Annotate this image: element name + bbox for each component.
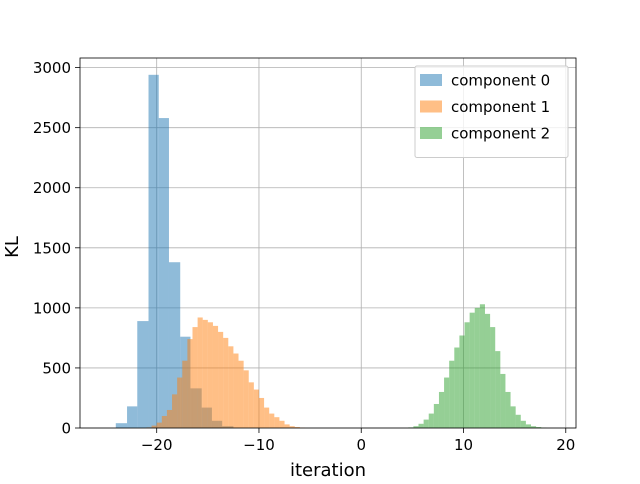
y-tick-label: 0 <box>61 420 71 438</box>
histogram-bar <box>526 424 531 428</box>
histogram-bar <box>429 414 434 428</box>
histogram-bar <box>182 361 187 428</box>
histogram-bar <box>264 408 269 428</box>
legend-label: component 0 <box>451 72 550 90</box>
histogram-bar <box>137 321 148 428</box>
histogram-bar <box>434 404 439 428</box>
x-tick-label: −10 <box>243 436 275 454</box>
histogram-bar <box>511 406 516 428</box>
histogram-bar <box>127 406 137 428</box>
x-axis-label: iteration <box>290 460 366 480</box>
y-tick-label: 2500 <box>33 119 71 137</box>
histogram-bar <box>159 118 169 428</box>
y-tick-label: 500 <box>42 359 71 377</box>
histogram-bar <box>505 392 510 428</box>
legend-swatch <box>420 74 442 86</box>
y-axis-ticks: 0 500 1000 1500 2000 2500 3000 <box>33 59 80 437</box>
histogram-bar <box>167 410 172 428</box>
histogram-bar <box>490 327 495 428</box>
histogram-bar <box>249 382 254 428</box>
x-tick-label: 10 <box>454 436 473 454</box>
histogram-bar <box>254 390 259 428</box>
histogram-bar <box>419 424 424 428</box>
y-tick-label: 2000 <box>33 179 71 197</box>
histogram-bar <box>424 420 429 428</box>
histogram-bar <box>454 348 459 428</box>
histogram-bar <box>177 378 182 428</box>
chart-legend: component 0 component 1 component 2 <box>415 66 568 158</box>
histogram-bar <box>521 421 526 428</box>
histogram-bar <box>475 308 480 428</box>
histogram-bar <box>116 423 127 428</box>
histogram-bar <box>228 346 233 428</box>
histogram-bar <box>269 414 274 428</box>
histogram-bar <box>495 351 500 428</box>
histogram-bar <box>149 75 159 428</box>
histogram-bar <box>444 378 449 428</box>
histogram-bar <box>449 361 454 428</box>
histogram-bar <box>470 313 475 428</box>
histogram-bar <box>285 424 290 428</box>
y-tick-label: 3000 <box>33 59 71 77</box>
histogram-bar <box>187 339 192 428</box>
x-tick-label: −20 <box>141 436 173 454</box>
histogram-bar <box>172 394 177 428</box>
y-tick-label: 1500 <box>33 239 71 257</box>
histogram-bar <box>279 421 284 428</box>
histogram-bar <box>203 320 208 428</box>
histogram-bar <box>218 332 223 428</box>
histogram-bar <box>480 304 485 428</box>
histogram-bar <box>465 322 470 428</box>
histogram-bar <box>223 338 228 428</box>
histogram-bar <box>485 314 490 428</box>
histogram-bar <box>500 374 505 428</box>
legend-swatch <box>420 101 442 113</box>
histogram-bar <box>239 361 244 428</box>
histogram-bar <box>157 423 162 428</box>
x-tick-label: 20 <box>556 436 575 454</box>
histogram-bar <box>516 415 521 428</box>
histogram-bar <box>208 322 213 428</box>
legend-label: component 2 <box>451 125 550 143</box>
histogram-bar <box>274 417 279 428</box>
histogram-bar <box>192 327 197 428</box>
histogram-bar <box>244 370 249 428</box>
histogram-bar <box>439 392 444 428</box>
histogram-bar <box>162 416 167 428</box>
histogram-bar <box>259 398 264 428</box>
legend-swatch <box>420 127 442 139</box>
histogram-bar <box>233 354 238 428</box>
y-axis-label: KL <box>2 236 23 258</box>
x-axis-ticks: −20 −10 0 10 20 <box>141 428 575 454</box>
y-tick-label: 1000 <box>33 299 71 317</box>
x-tick-label: 0 <box>356 436 366 454</box>
histogram-bar <box>459 336 464 429</box>
histogram-bar <box>198 317 203 428</box>
legend-label: component 1 <box>451 98 550 116</box>
histogram-bar <box>213 326 218 428</box>
series-2-bars <box>408 304 546 428</box>
